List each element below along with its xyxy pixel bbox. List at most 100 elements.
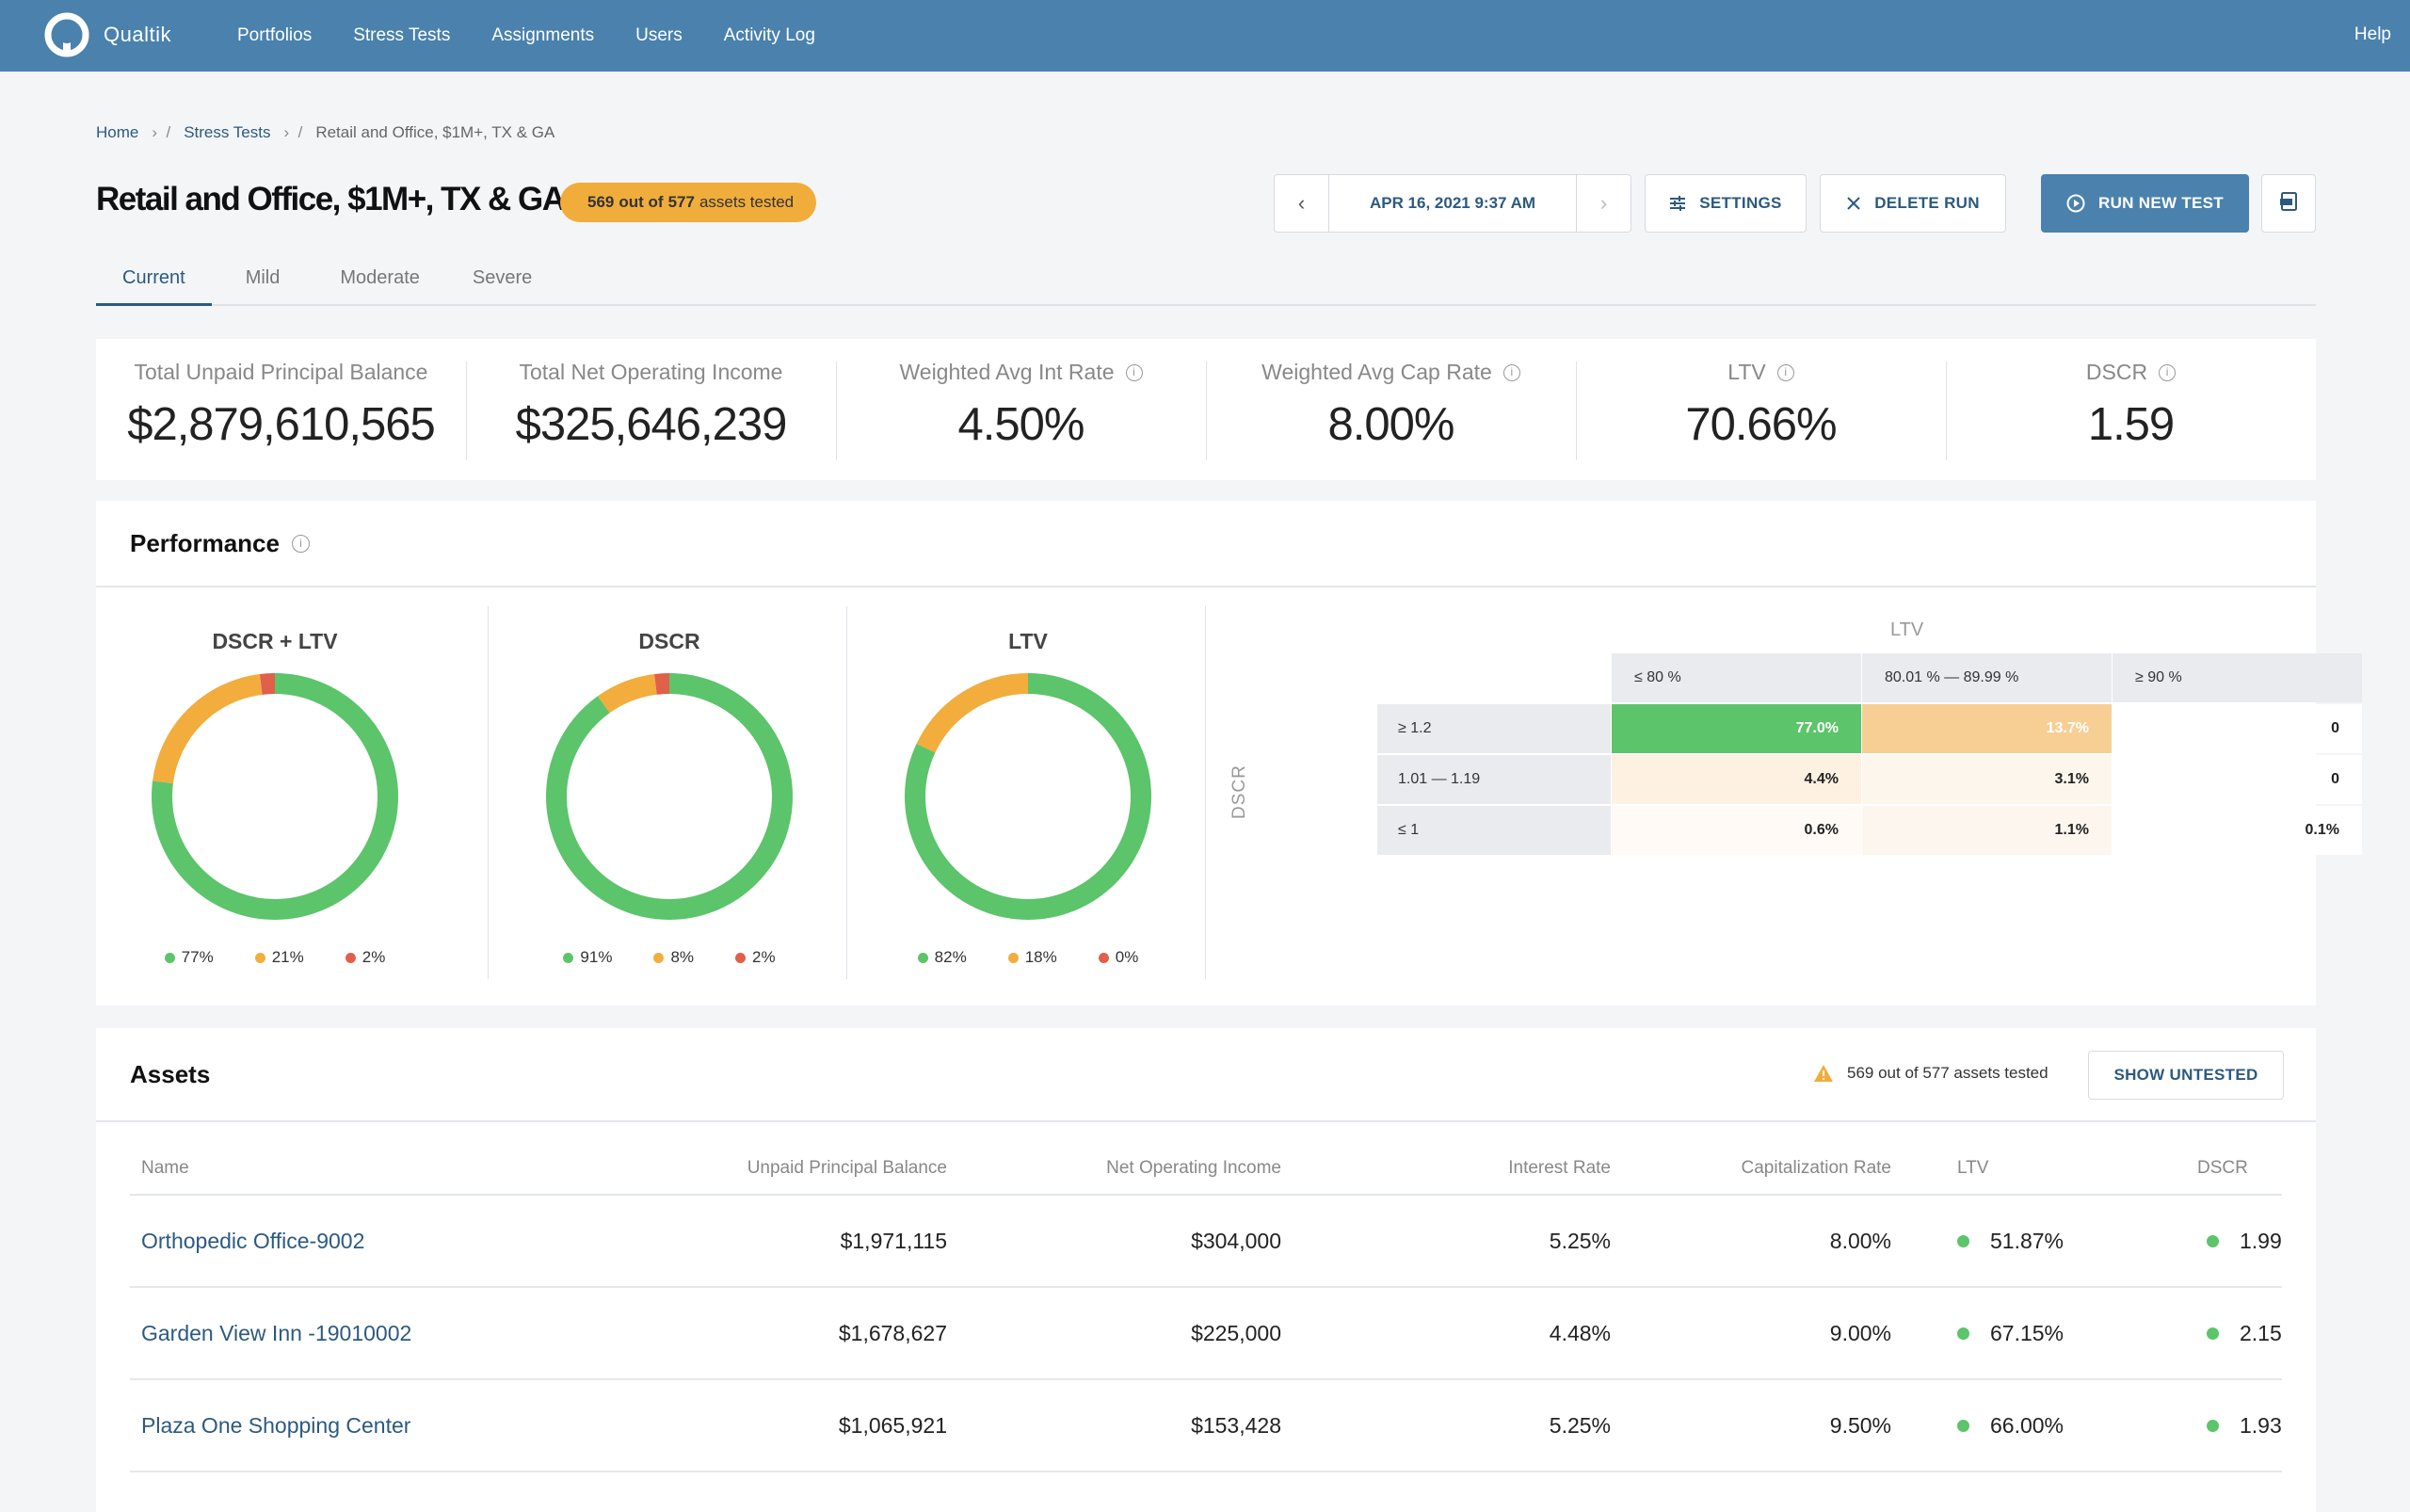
run-date-label[interactable]: APR 16, 2021 9:37 AM — [1369, 194, 1536, 212]
matrix-cell[interactable]: 4.4% — [1612, 755, 1861, 804]
green-dot-icon — [563, 952, 574, 963]
donut-dscr-ltv: DSCR + LTV 77% 21% 2% — [96, 606, 454, 983]
legend-value: 91% — [580, 948, 613, 966]
cell-upb: $1,971,115 — [840, 1228, 947, 1253]
settings-button[interactable]: SETTINGS — [1645, 174, 1807, 233]
legend-green: 77% — [164, 948, 214, 967]
play-circle-icon — [2066, 194, 2085, 213]
breadcrumb-home[interactable]: Home — [96, 123, 139, 141]
matrix-col-header: 80.01 % — 89.99 % — [1862, 653, 2112, 702]
tab-current[interactable]: Current — [96, 261, 212, 306]
run-new-test-button[interactable]: RUN NEW TEST — [2041, 174, 2249, 233]
show-untested-button[interactable]: SHOW UNTESTED — [2088, 1051, 2284, 1100]
metric-label: LTV — [1727, 360, 1766, 384]
matrix-cell[interactable]: 0 — [2113, 755, 2362, 804]
matrix-row-header: ≤ 1 — [1377, 806, 1611, 855]
col-upb[interactable]: Unpaid Principal Balance — [747, 1158, 947, 1178]
donut-chart — [905, 673, 1151, 920]
brand-logo[interactable]: Qualtik — [41, 8, 171, 62]
chevron-right-icon: › — [1599, 191, 1608, 215]
nav-activity-log[interactable]: Activity Log — [723, 25, 815, 45]
metric-weighted-int-rate: Weighted Avg Int Rate i 4.50% — [836, 360, 1206, 480]
col-noi[interactable]: Net Operating Income — [1106, 1158, 1281, 1178]
divider — [846, 606, 847, 979]
matrix-cell[interactable]: 1.1% — [1862, 806, 2112, 855]
col-dscr[interactable]: DSCR — [2197, 1158, 2248, 1178]
breadcrumb: Home › / Stress Tests › / Retail and Off… — [96, 123, 2316, 142]
badge-suffix: assets tested — [699, 193, 795, 211]
nav-assignments[interactable]: Assignments — [491, 25, 595, 45]
previous-run-button[interactable]: ‹ — [1275, 175, 1329, 232]
cell-dscr: 1.99 — [2240, 1228, 2282, 1253]
tab-severe[interactable]: Severe — [472, 267, 533, 288]
tab-mild[interactable]: Mild — [245, 267, 281, 288]
donut-segment-red[interactable] — [152, 673, 398, 920]
cell-ltv: 51.87% — [1990, 1228, 2065, 1253]
divider — [488, 606, 489, 979]
metric-label: Total Net Operating Income — [519, 360, 783, 384]
nav-help[interactable]: Help — [2354, 24, 2391, 44]
nav-stress-tests[interactable]: Stress Tests — [353, 25, 451, 45]
matrix-corner — [1377, 653, 1611, 702]
badge-out-of: out of — [619, 193, 664, 211]
cell-upb: $1,065,921 — [838, 1412, 947, 1438]
donut-legend: 77% 21% 2% — [96, 948, 454, 967]
cell-interest-rate: 5.25% — [1549, 1412, 1611, 1438]
nav-portfolios[interactable]: Portfolios — [237, 25, 313, 45]
matrix-cell[interactable]: 0 — [2113, 704, 2362, 753]
col-cap-rate[interactable]: Capitalization Rate — [1741, 1158, 1891, 1178]
asset-name-link[interactable]: Garden View Inn -19010002 — [141, 1320, 412, 1345]
legend-value: 8% — [670, 948, 695, 966]
cell-interest-rate: 4.48% — [1549, 1320, 1611, 1345]
col-name[interactable]: Name — [141, 1158, 189, 1178]
cell-ltv: 66.00% — [1990, 1412, 2065, 1438]
breadcrumb-chevron-icon: › / — [152, 123, 171, 141]
sliders-icon — [1669, 195, 1686, 212]
tab-moderate[interactable]: Moderate — [340, 267, 420, 288]
next-run-button[interactable]: › — [1576, 175, 1631, 232]
metric-value: $325,646,239 — [515, 399, 788, 450]
info-icon[interactable]: i — [2159, 363, 2177, 381]
asset-name-link[interactable]: Orthopedic Office-9002 — [141, 1228, 365, 1253]
legend-red: 2% — [735, 948, 776, 967]
metric-value: 4.50% — [957, 399, 1085, 450]
donut-title: DSCR — [638, 629, 700, 653]
matrix-cell[interactable]: 3.1% — [1862, 755, 2112, 804]
matrix-cell[interactable]: 13.7% — [1862, 704, 2112, 753]
export-pdf-button[interactable] — [2261, 174, 2316, 233]
col-interest-rate[interactable]: Interest Rate — [1508, 1158, 1611, 1178]
legend-green: 82% — [917, 948, 967, 967]
delete-run-button[interactable]: DELETE RUN — [1820, 174, 2006, 233]
run-date-selector: ‹ APR 16, 2021 9:37 AM › — [1274, 174, 1631, 233]
badge-total-count: 577 — [667, 193, 695, 211]
matrix-row-header: ≥ 1.2 — [1377, 704, 1611, 753]
asset-name-link[interactable]: Plaza One Shopping Center — [141, 1412, 411, 1438]
matrix-cell[interactable]: 0.6% — [1612, 806, 1861, 855]
table-row: Garden View Inn -19010002 $1,678,627 $22… — [130, 1288, 2282, 1380]
breadcrumb-chevron-icon: › / — [283, 123, 303, 141]
legend-green: 91% — [563, 948, 612, 967]
badge-tested-count: 569 — [587, 193, 615, 211]
green-dot-icon — [917, 952, 928, 963]
status-dot-icon — [1957, 1419, 1969, 1432]
breadcrumb-stress-tests[interactable]: Stress Tests — [184, 123, 271, 141]
matrix-row: ≤ 1 0.6% 1.1% 0.1% — [1377, 806, 2363, 857]
donut-segment-green[interactable] — [546, 673, 793, 920]
col-ltv[interactable]: LTV — [1957, 1158, 1989, 1178]
info-icon[interactable]: i — [1125, 363, 1143, 381]
info-icon[interactable]: i — [1776, 363, 1794, 381]
matrix-cell[interactable]: 77.0% — [1612, 704, 1861, 753]
nav-users[interactable]: Users — [635, 25, 683, 45]
donut-segment-orange[interactable] — [905, 673, 1151, 920]
legend-value: 0% — [1115, 948, 1139, 966]
qualtik-logo-icon — [41, 8, 96, 62]
info-icon[interactable]: i — [1502, 363, 1520, 381]
assets-header: Assets 569 out of 577 assets tested SHOW… — [96, 1028, 2316, 1122]
metric-weighted-cap-rate: Weighted Avg Cap Rate i 8.00% — [1206, 360, 1576, 480]
matrix-col-header: ≤ 80 % — [1612, 653, 1861, 702]
matrix-cell[interactable]: 0.1% — [2113, 806, 2362, 855]
donut-segment-red[interactable] — [546, 673, 793, 920]
cell-cap-rate: 9.50% — [1829, 1412, 1891, 1438]
info-icon[interactable]: i — [291, 534, 310, 553]
cell-cap-rate: 8.00% — [1829, 1228, 1891, 1253]
